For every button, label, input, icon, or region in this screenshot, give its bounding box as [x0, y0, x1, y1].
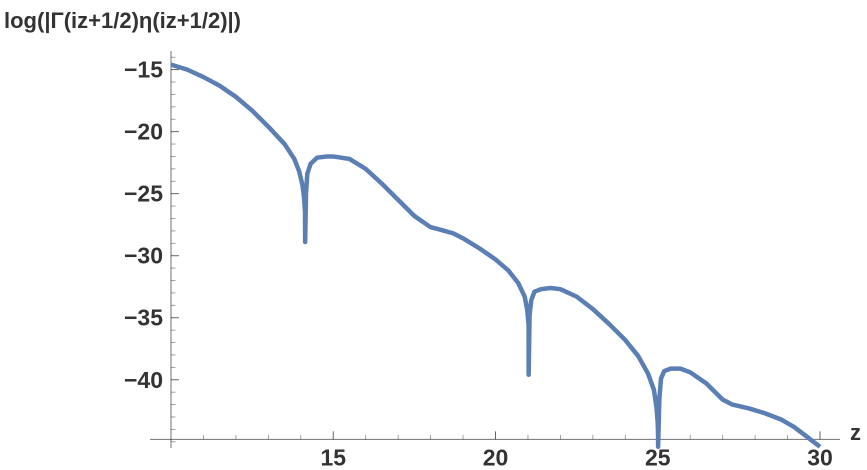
tick-labels: 15 20 25 30−15−20−25−30−35−40 — [124, 57, 833, 470]
y-tick-label: −20 — [124, 119, 163, 145]
y-tick-label: −30 — [124, 243, 163, 269]
x-axis-title: z — [850, 420, 861, 445]
series-line-0 — [170, 62, 822, 450]
x-tick-label: 15 — [320, 444, 346, 470]
x-tick-label: 20 — [483, 444, 509, 470]
plot-area — [170, 62, 822, 450]
tick-marks — [171, 56, 821, 443]
y-tick-label: −15 — [124, 57, 163, 83]
y-tick-label: −25 — [124, 181, 163, 207]
x-tick-label: 30 — [807, 444, 833, 470]
y-tick-label: −35 — [124, 305, 163, 331]
y-tick-label: −40 — [124, 367, 163, 393]
y-axis-title: log(|Γ(iz+1/2)η(iz+1/2)|) — [4, 8, 241, 33]
